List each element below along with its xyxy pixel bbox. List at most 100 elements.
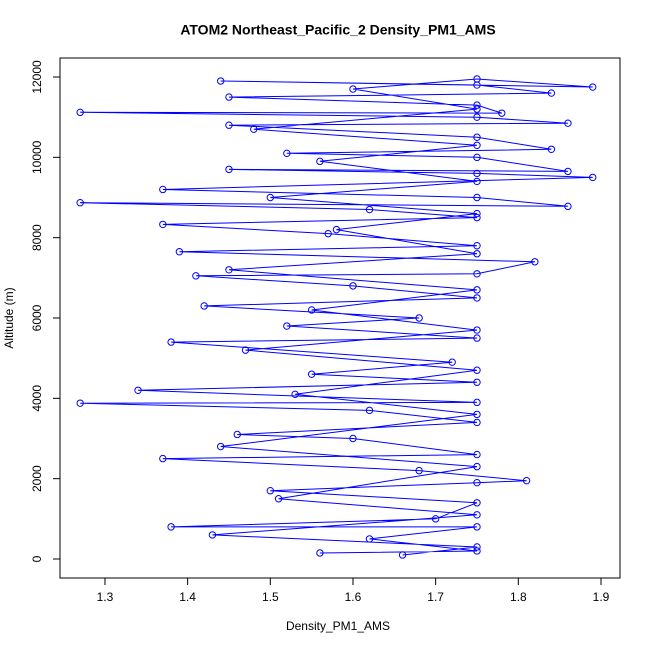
data-point (134, 386, 142, 395)
data-point (473, 113, 481, 121)
data-point (473, 193, 481, 202)
data-point (473, 270, 481, 278)
data-point (431, 515, 440, 523)
data-point (76, 399, 84, 407)
data-point (564, 119, 572, 127)
data-point (316, 157, 324, 166)
x-tick-label: 1.7 (427, 590, 444, 604)
data-point (531, 258, 539, 266)
data-point (473, 133, 481, 141)
data-point (415, 466, 423, 475)
data-point (167, 338, 175, 346)
data-point (291, 390, 299, 399)
data-point (473, 141, 481, 149)
data-point (324, 229, 332, 238)
data-point (316, 549, 324, 557)
data-point (167, 523, 175, 531)
data-point (473, 511, 481, 519)
data-point (473, 547, 481, 555)
data-point (349, 282, 357, 290)
data-point (473, 543, 481, 551)
y-tick-label: 12000 (30, 60, 44, 94)
data-point (283, 322, 291, 330)
data-point (564, 202, 572, 211)
data-point (473, 410, 481, 419)
data-point (76, 199, 84, 207)
data-point (473, 478, 481, 487)
data-point (159, 220, 167, 229)
data-point (398, 551, 407, 559)
y-tick-label: 10000 (30, 140, 44, 174)
data-point (589, 83, 597, 91)
data-point (473, 523, 481, 531)
data-point (473, 286, 481, 294)
data-point (473, 169, 481, 178)
data-line (80, 78, 593, 556)
data-point (473, 209, 481, 218)
y-axis-label: Altitude (m) (2, 287, 16, 348)
data-point (473, 250, 481, 258)
data-point (473, 101, 481, 109)
data-point (365, 406, 374, 415)
x-tick-label: 1.9 (593, 590, 610, 604)
data-point (225, 93, 233, 101)
data-point (473, 450, 481, 459)
data-point (473, 378, 481, 386)
data-point (332, 225, 341, 234)
y-tick-label: 6000 (30, 304, 44, 331)
data-point (365, 535, 374, 543)
data-point (250, 125, 258, 133)
y-tick-label: 8000 (30, 224, 44, 251)
data-point (241, 346, 250, 354)
data-point (217, 77, 225, 85)
x-tick-label: 1.3 (97, 590, 114, 604)
x-tick-label: 1.6 (345, 590, 362, 604)
data-point (307, 306, 316, 314)
x-tick-label: 1.5 (262, 590, 279, 604)
y-tick-label: 2000 (30, 465, 44, 492)
data-point (473, 75, 481, 83)
data-point (159, 454, 167, 463)
data-point (473, 326, 481, 334)
data-point (307, 370, 316, 378)
data-point (266, 487, 275, 495)
data-point (564, 167, 572, 176)
data-point (473, 177, 481, 186)
data-point (192, 272, 200, 280)
data-point (473, 334, 481, 342)
data-point (208, 531, 217, 539)
data-point (547, 89, 556, 97)
data-point (225, 121, 233, 129)
data-point (349, 85, 357, 93)
data-point (547, 145, 556, 153)
data-point (225, 165, 233, 174)
data-point (266, 193, 275, 202)
data-point (589, 173, 597, 182)
data-point (415, 314, 423, 322)
x-tick-label: 1.8 (510, 590, 527, 604)
data-point (473, 213, 481, 222)
data-point (175, 248, 184, 256)
data-point (473, 153, 481, 162)
y-tick-label: 0 (30, 555, 44, 562)
data-point (498, 109, 506, 117)
data-point (473, 462, 481, 471)
data-point (365, 205, 374, 214)
data-point (448, 358, 456, 366)
data-point (473, 105, 481, 113)
data-point (473, 366, 481, 374)
data-point (473, 398, 481, 407)
x-tick-label: 1.4 (179, 590, 196, 604)
data-point (76, 108, 84, 117)
chart-title: ATOM2 Northeast_Pacific_2 Density_PM1_AM… (180, 22, 495, 38)
data-point (473, 418, 481, 427)
x-axis-label: Density_PM1_AMS (286, 619, 390, 633)
data-point (233, 430, 241, 439)
data-point (349, 434, 357, 443)
data-point (473, 499, 481, 507)
y-tick-label: 4000 (30, 385, 44, 412)
data-point (473, 294, 481, 302)
data-point (274, 495, 283, 503)
